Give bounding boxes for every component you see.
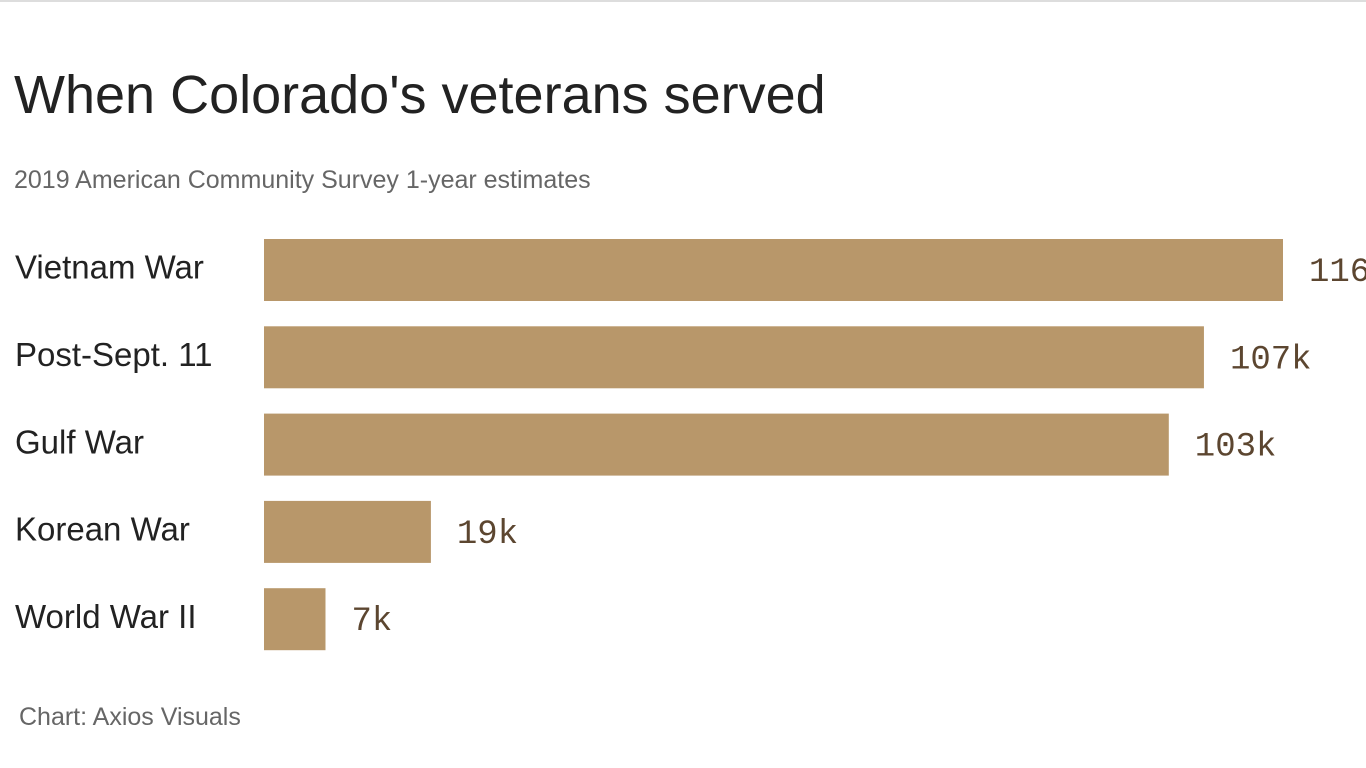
value-label: 19k bbox=[457, 516, 518, 554]
bar bbox=[264, 239, 1283, 301]
value-label: 116k bbox=[1309, 254, 1366, 292]
bar bbox=[264, 500, 431, 563]
chart-title: When Colorado's veterans served bbox=[14, 65, 826, 125]
chart-subtitle: 2019 American Community Survey 1-year es… bbox=[14, 166, 591, 194]
category-label: World War II bbox=[15, 598, 197, 635]
source: Chart: Axios Visuals bbox=[19, 703, 241, 731]
category-label: Gulf War bbox=[15, 423, 144, 460]
category-label: Korean War bbox=[15, 511, 190, 548]
category-label: Post-Sept. 11 bbox=[15, 336, 213, 373]
bar bbox=[264, 588, 326, 651]
value-label: 7k bbox=[351, 603, 392, 641]
value-label: 107k bbox=[1230, 341, 1312, 379]
bar bbox=[264, 413, 1169, 476]
category-label: Vietnam War bbox=[15, 249, 204, 286]
top-rule bbox=[0, 0, 1366, 2]
value-label: 103k bbox=[1195, 429, 1277, 467]
bar bbox=[264, 326, 1204, 389]
